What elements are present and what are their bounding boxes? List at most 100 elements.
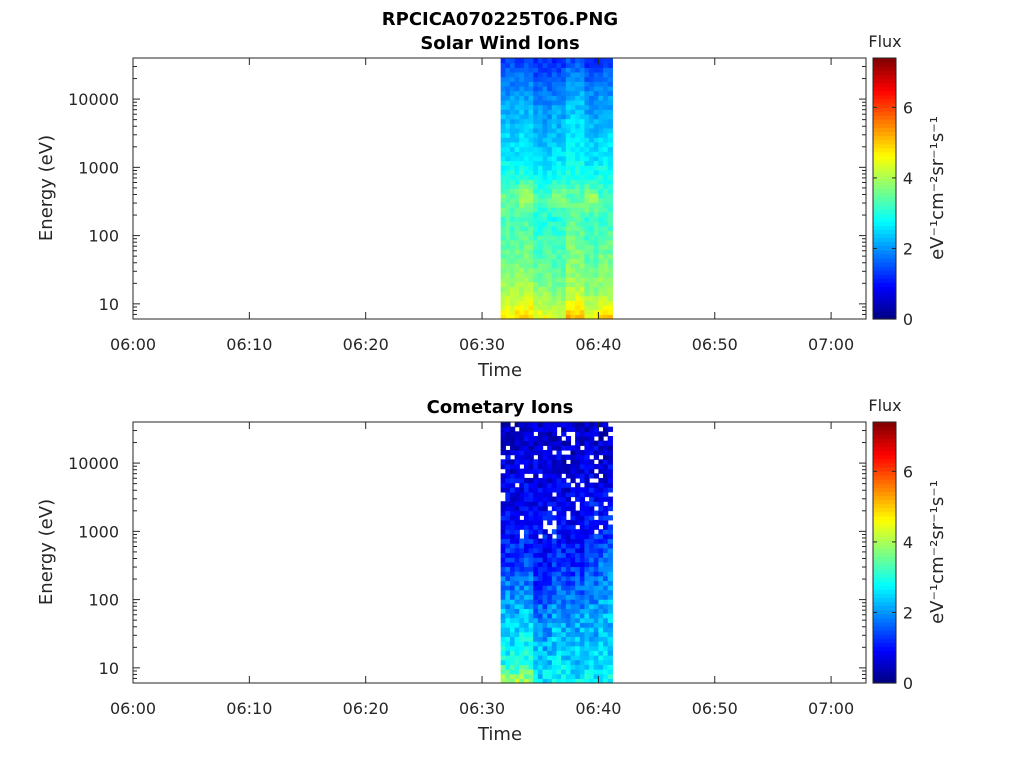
heatmap-cell xyxy=(509,622,516,628)
heatmap-cell xyxy=(533,547,539,554)
heatmap-cell xyxy=(551,678,558,684)
heatmap-cell xyxy=(575,631,581,637)
heatmap-cell xyxy=(579,291,586,297)
heatmap-cell xyxy=(514,253,520,260)
heatmap-cell xyxy=(523,557,530,563)
heatmap-cell xyxy=(593,253,599,260)
heatmap-cell xyxy=(584,263,590,269)
heatmap-cell xyxy=(593,603,599,610)
heatmap-cell xyxy=(537,501,544,507)
heatmap-cell xyxy=(575,622,581,628)
heatmap-cell xyxy=(542,202,548,208)
heatmap-cell xyxy=(593,641,599,647)
x-tick-label: 06:00 xyxy=(110,699,156,718)
heatmap-cell xyxy=(509,445,516,451)
heatmap-cell xyxy=(523,501,530,507)
heatmap-cell xyxy=(542,258,548,264)
heatmap-cell xyxy=(556,118,562,124)
heatmap-cell xyxy=(523,305,530,311)
heatmap-cell xyxy=(575,627,581,633)
heatmap-cell xyxy=(528,221,534,227)
heatmap-cell xyxy=(533,179,539,185)
heatmap-cell xyxy=(603,309,609,315)
heatmap-cell xyxy=(523,631,530,637)
heatmap-cell xyxy=(570,179,576,185)
heatmap-cell xyxy=(575,454,581,460)
heatmap-cell xyxy=(565,664,572,670)
heatmap-cell xyxy=(509,104,516,110)
heatmap-cell xyxy=(528,267,534,273)
heatmap-cell xyxy=(509,216,516,222)
heatmap-cell xyxy=(523,431,530,437)
colorbar-segment xyxy=(873,621,896,627)
heatmap-cell xyxy=(519,538,525,544)
heatmap-cell xyxy=(565,561,572,568)
heatmap-cell xyxy=(547,627,553,633)
heatmap-cell xyxy=(565,99,572,106)
heatmap-cell xyxy=(593,491,599,498)
heatmap-cell xyxy=(528,477,534,484)
heatmap-cell xyxy=(509,627,516,633)
heatmap-cell xyxy=(589,608,595,614)
heatmap-cell xyxy=(519,165,525,171)
heatmap-cell xyxy=(514,216,520,222)
heatmap-cell xyxy=(514,104,520,110)
heatmap-cell xyxy=(565,655,572,661)
heatmap-cell xyxy=(565,67,572,73)
heatmap-cell xyxy=(593,179,599,185)
heatmap-cell xyxy=(509,515,516,521)
heatmap-cell xyxy=(598,188,604,194)
heatmap-cell xyxy=(509,617,516,624)
heatmap-cell xyxy=(603,104,609,110)
heatmap-cell xyxy=(556,99,562,106)
colorbar-segment xyxy=(873,196,896,202)
heatmap-cell xyxy=(565,659,572,665)
heatmap-cell xyxy=(523,603,530,610)
heatmap-cell xyxy=(589,655,595,661)
heatmap-cell xyxy=(500,613,506,619)
heatmap-cell xyxy=(593,221,599,227)
heatmap-cell xyxy=(528,239,534,246)
heatmap-cell xyxy=(547,496,553,502)
heatmap-cell xyxy=(537,309,544,315)
heatmap-cell xyxy=(551,244,558,250)
heatmap-cell xyxy=(519,179,525,185)
heatmap-cell xyxy=(570,207,576,213)
heatmap-cell xyxy=(547,179,553,185)
heatmap-cell xyxy=(598,109,604,115)
heatmap-cell xyxy=(584,305,590,311)
heatmap-cell xyxy=(542,459,548,465)
heatmap-cell xyxy=(579,239,586,246)
heatmap-cell xyxy=(598,594,604,600)
heatmap-cell xyxy=(579,71,586,78)
heatmap-cell xyxy=(584,95,590,101)
heatmap-cell xyxy=(575,309,581,315)
heatmap-cell xyxy=(514,477,520,484)
colorbar-segment xyxy=(873,519,896,525)
heatmap-cell xyxy=(570,505,576,512)
heatmap-cell xyxy=(575,561,581,568)
heatmap-cell xyxy=(556,221,562,227)
heatmap-cell xyxy=(551,286,558,292)
heatmap-cell xyxy=(523,76,530,82)
heatmap-cell xyxy=(528,449,534,456)
heatmap-cell xyxy=(565,62,572,68)
heatmap-cell xyxy=(528,631,534,637)
heatmap-cell xyxy=(533,193,539,199)
heatmap-cell xyxy=(565,468,572,474)
heatmap-cell xyxy=(519,314,525,320)
heatmap-cell xyxy=(509,137,516,143)
heatmap-cell xyxy=(542,463,548,470)
heatmap-cell xyxy=(533,216,539,222)
heatmap-cell xyxy=(603,193,609,199)
heatmap-cell xyxy=(533,291,539,297)
heatmap-cell xyxy=(593,426,599,432)
heatmap-cell xyxy=(542,137,548,143)
heatmap-cell xyxy=(556,160,562,166)
heatmap-cell xyxy=(579,449,586,456)
heatmap-cell xyxy=(603,622,609,628)
heatmap-cell xyxy=(603,482,609,488)
heatmap-cell xyxy=(500,132,506,138)
heatmap-cell xyxy=(593,239,599,246)
heatmap-cell xyxy=(565,445,572,451)
